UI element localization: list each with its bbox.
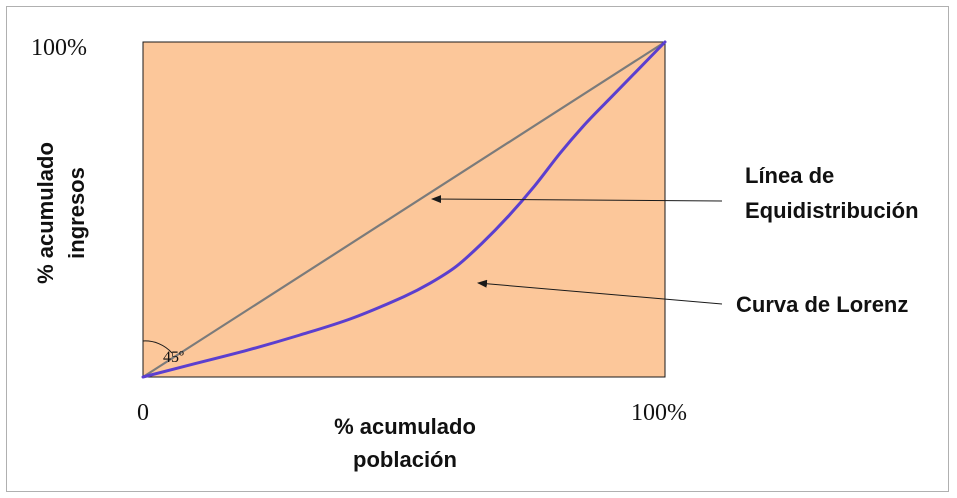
angle-arc (142, 340, 173, 354)
x-axis-label-line-2: población (353, 447, 457, 472)
series-layer (141, 40, 667, 379)
y-tick-label-100: 100% (31, 35, 87, 61)
angle-label: 45º (163, 349, 184, 366)
figure-frame (6, 6, 949, 492)
equality-annotation-arrow (431, 195, 723, 204)
x-tick-label-0: 0 (137, 400, 149, 426)
y-axis-label-line-1: % acumulado (33, 142, 58, 284)
lorenz-annotation-arrow (477, 279, 723, 305)
lorenz-annotation-label: Curva de Lorenz (736, 292, 908, 317)
equality-annotation-line-1: Línea de (745, 163, 834, 188)
x-axis-label-line-1: % acumulado (334, 414, 476, 439)
x-tick-label-100: 100% (631, 400, 687, 426)
lorenz-curve (141, 40, 667, 379)
y-axis-label-line-2: ingresos (64, 167, 89, 259)
equality-annotation-line-2: Equidistribución (745, 198, 919, 223)
equality-line (141, 40, 667, 379)
